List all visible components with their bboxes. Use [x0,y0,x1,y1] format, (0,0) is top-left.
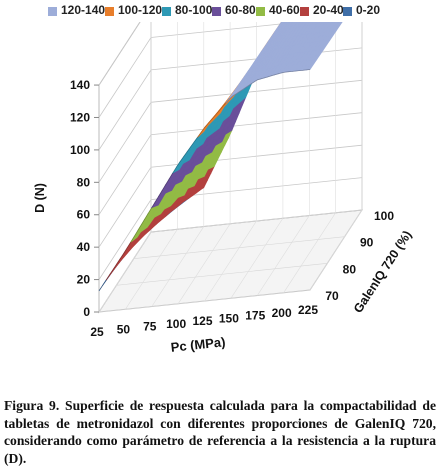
z-tick-label: 100 [70,143,90,157]
z-tick-label: 60 [77,208,91,222]
x-axis-title: Pc (MPa) [170,334,226,355]
legend-swatch [162,7,171,16]
y-tick-label: 100 [374,209,394,223]
z-tick-label: 120 [70,110,90,124]
legend-swatch [300,7,309,16]
x-tick-label: 150 [219,311,239,325]
z-tick-label: 40 [77,240,91,254]
z-axis-title: D (N) [33,183,47,213]
x-tick-label: 50 [117,322,131,336]
legend-swatch [48,7,57,16]
x-gridline [125,22,178,310]
x-gridline [309,22,363,291]
legend-swatch [105,7,114,16]
x-tick-label: 100 [166,317,186,331]
z-tick-label: 0 [83,305,90,319]
y-tick-label: 90 [360,236,374,250]
x-tick-label: 125 [192,314,212,328]
x-gridline [98,22,152,313]
x-tick-label: 75 [143,320,157,334]
legend-swatch [212,7,221,16]
legend-label: 40-60 [269,3,300,17]
x-tick-label: 25 [90,325,104,339]
surface-mesh [98,22,343,292]
legend-label: 20-40 [313,3,344,17]
x-tick-label: 225 [298,303,318,317]
legend-swatch [343,7,352,16]
surface-patch [305,59,318,71]
x-gridline [283,22,336,293]
y-tick-label: 70 [325,289,339,303]
legend-label: 80-100 [175,3,213,17]
chart-legend: 120-140 100-120 80-100 60-80 40-60 20-40… [0,3,442,21]
legend-swatch [256,7,265,16]
x-gridline [177,22,231,304]
surface-front-edge [98,69,311,292]
x-tick-label: 200 [272,306,292,320]
z-gridline [98,22,141,86]
legend-label: 120-140 [61,3,106,17]
z-tick-label: 20 [77,273,91,287]
legend-label: 100-120 [118,3,163,17]
z-tick-label: 140 [70,78,90,92]
z-tick-label: 80 [77,175,91,189]
surface-chart: 0 20 40 60 80 100 120 140 D (N) 25 50 75 100 125 150 17… [33,22,414,355]
x-tick-label: 175 [245,309,265,323]
figure-caption: Figura 9. Superficie de respuesta calcul… [4,398,436,466]
legend-label: 0-20 [356,3,381,17]
legend-label: 60-80 [225,3,256,17]
y-tick-label: 80 [343,262,357,276]
x-gridline [151,22,205,307]
